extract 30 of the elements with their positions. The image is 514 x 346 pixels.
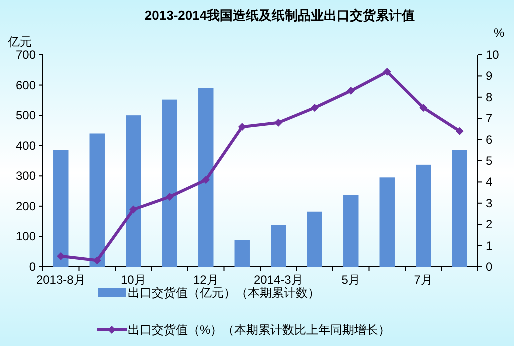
chart-title: 2013-2014我国造纸及纸制品业出口交货累计值 (144, 8, 416, 23)
y2-tick-label: 6 (486, 132, 493, 147)
y-tick-label: 200 (16, 199, 36, 214)
y-tick-label: 100 (16, 230, 36, 244)
y2-tick-label: 5 (486, 154, 493, 168)
y-tick-label: 700 (16, 48, 36, 62)
x-tick-label: 2014-3月 (254, 273, 304, 287)
y-axis-title: 亿元 (7, 35, 32, 49)
y2-tick-label: 9 (486, 69, 493, 84)
y2-tick-label: 3 (486, 196, 493, 210)
y2-tick-label: 2 (486, 218, 493, 232)
y2-tick-label: 10 (486, 48, 500, 62)
y2-tick-label: 8 (486, 90, 493, 104)
y2-axis-title: % (494, 26, 505, 40)
x-tick-label: 7月 (414, 273, 433, 287)
y-tick-label: 600 (16, 78, 36, 92)
y-tick-label: 0 (29, 260, 36, 274)
y2-tick-label: 1 (486, 238, 493, 253)
x-tick-label: 12月 (193, 273, 219, 287)
y-tick-label: 300 (16, 169, 36, 184)
x-tick-label: 2013-8月 (36, 273, 86, 287)
y2-tick-label: 0 (486, 260, 493, 274)
y2-tick-label: 7 (486, 112, 493, 126)
y-tick-label: 500 (16, 108, 36, 123)
x-tick-label: 5月 (342, 273, 360, 287)
legend-label: 出口交货值（%）（本期累计数比上年同期增长） (128, 323, 391, 337)
legend-label: 出口交货值（亿元）（本期累计数） (128, 286, 320, 300)
y-tick-label: 400 (16, 138, 36, 153)
y2-tick-label: 4 (486, 175, 493, 190)
x-tick-label: 10月 (120, 273, 146, 287)
